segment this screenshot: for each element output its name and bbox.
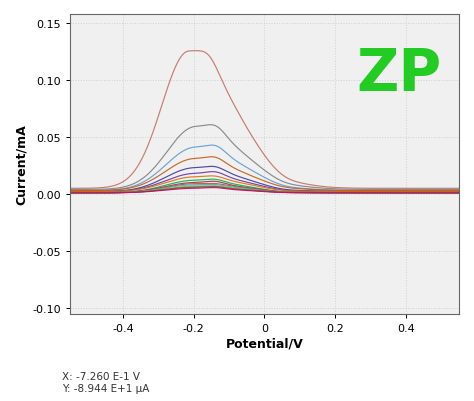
X-axis label: Potential/V: Potential/V: [226, 337, 303, 350]
Text: ZP: ZP: [356, 46, 441, 103]
Y-axis label: Current/mA: Current/mA: [15, 124, 28, 205]
Text: Y: -8.944 E+1 μA: Y: -8.944 E+1 μA: [62, 383, 149, 393]
Text: X: -7.260 E-1 V: X: -7.260 E-1 V: [62, 371, 140, 381]
